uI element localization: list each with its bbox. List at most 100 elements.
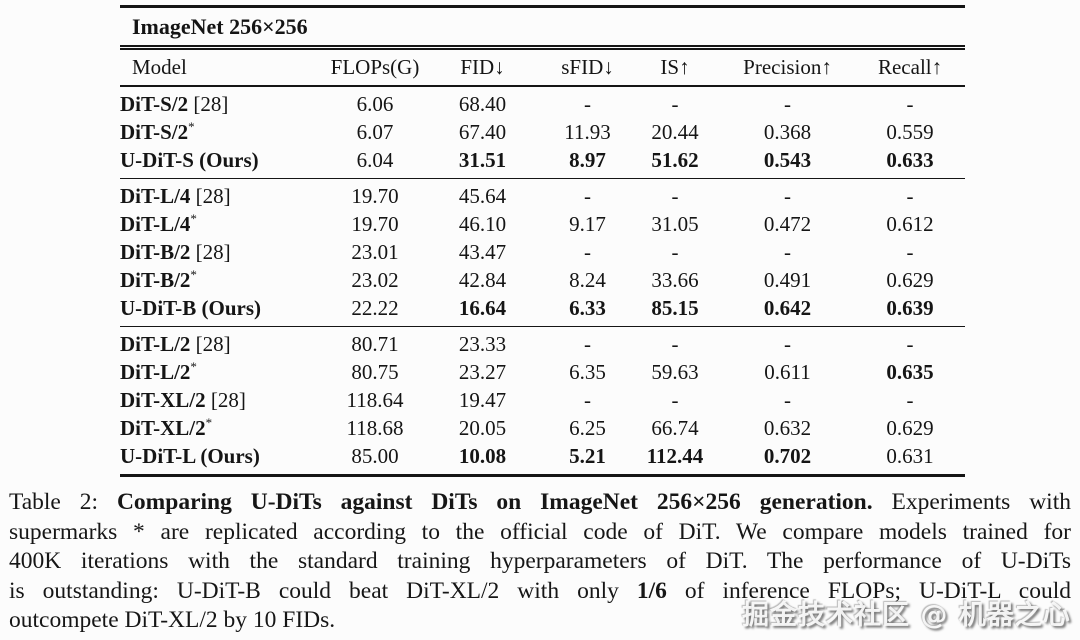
table-row: DiT-XL/2 [28] 118.64 19.47 - - - - <box>120 386 965 414</box>
metric-value-cell: 118.68 <box>346 416 404 440</box>
metric-value-cell: 67.40 <box>458 120 507 144</box>
metric-value-cell: 0.629 <box>886 268 934 292</box>
table-block-2: DiT-L/4 [28] 19.70 45.64 - - - - DiT-L/4* 19.70 4… <box>120 178 966 327</box>
metric-value-cell: 0.368 <box>763 120 812 144</box>
metric-value-cell: 80.75 <box>351 360 399 384</box>
model-name-cell: U-DiT-B (Ours) <box>120 296 261 320</box>
metric-value-cell: 0.631 <box>886 444 934 468</box>
column-header-flopsg: FLOPs(G) <box>330 47 420 87</box>
caption-line-2: supermarks * are replicated according to… <box>9 518 1071 545</box>
metric-value-cell: 8.24 <box>569 268 606 292</box>
caption-line-4: is outstanding: U-DiT-B could beat DiT-X… <box>9 577 1071 604</box>
metric-value-cell: 23.27 <box>458 360 507 384</box>
table-row: DiT-L/2* 80.75 23.27 6.35 59.63 0.611 0.635 <box>120 358 965 386</box>
metric-value-cell: 33.66 <box>651 268 699 292</box>
metric-value-cell: 0.559 <box>886 120 934 144</box>
metric-value-cell: 0.633 <box>886 148 934 172</box>
metric-value-cell: 22.22 <box>351 296 399 320</box>
table-row: DiT-XL/2* 118.68 20.05 6.25 66.74 0.632 0.629 <box>120 414 965 442</box>
metric-value-cell: 8.97 <box>569 148 606 172</box>
metric-value-cell: 19.70 <box>351 184 399 208</box>
metric-value-cell: 42.84 <box>458 268 507 292</box>
metric-value-cell: - <box>584 332 591 356</box>
metric-value-cell: 6.07 <box>356 120 394 144</box>
metric-value-cell: - <box>584 184 591 208</box>
metric-value-cell: 0.629 <box>886 416 934 440</box>
column-header-model: Model <box>120 47 330 87</box>
column-header-sfid: sFID↓ <box>545 47 630 87</box>
metric-value-cell: 0.702 <box>763 444 812 468</box>
metric-value-cell: 0.635 <box>886 360 934 384</box>
metric-value-cell: 23.01 <box>351 240 399 264</box>
metric-value-cell: 46.10 <box>458 212 507 236</box>
column-header-recall: Recall↑ <box>855 47 966 87</box>
table-row: U-DiT-S (Ours) 6.04 31.51 8.97 51.62 0.543 0.6… <box>120 146 965 179</box>
metric-value-cell: 5.21 <box>569 444 606 468</box>
metric-value-cell: 66.74 <box>651 416 699 440</box>
caption-line-5: outcompete DiT-XL/2 by 10 FIDs. <box>9 607 336 633</box>
model-name-cell: DiT-S/2* <box>120 119 195 144</box>
metric-value-cell: 51.62 <box>651 148 699 172</box>
metric-value-cell: - <box>671 388 679 412</box>
metric-value-cell: 23.02 <box>351 268 399 292</box>
caption-line-3: 400K iterations with the standard traini… <box>9 548 1071 574</box>
metric-value-cell: - <box>784 184 791 208</box>
table-row: DiT-L/4* 19.70 46.10 9.17 31.05 0.472 0.612 <box>120 210 965 238</box>
results-table: ImageNet 256×256 Model FLOPs(G) FID↓ sFID↓ I… <box>120 5 966 477</box>
metric-value-cell: 6.35 <box>569 360 606 384</box>
model-name-cell: DiT-L/2* <box>120 359 197 384</box>
metric-value-cell: 20.05 <box>458 416 507 440</box>
metric-value-cell: 0.491 <box>763 268 812 292</box>
table-row: DiT-B/2* 23.02 42.84 8.24 33.66 0.491 0.629 <box>120 266 965 294</box>
results-table-wrap: ImageNet 256×256 Model FLOPs(G) FID↓ sFID↓ I… <box>120 5 966 477</box>
metric-value-cell: 0.612 <box>886 212 934 236</box>
metric-value-cell: - <box>584 240 591 264</box>
model-name-cell: DiT-S/2 [28] <box>120 92 229 116</box>
table-title-section: ImageNet 256×256 <box>120 6 966 50</box>
table-row: DiT-L/4 [28] 19.70 45.64 - - - - <box>120 179 965 211</box>
metric-value-cell: - <box>784 92 791 116</box>
metric-value-cell: 59.63 <box>651 360 699 384</box>
caption-line-1: Table 2: Comparing U-DiTs against DiTs o… <box>9 489 1071 515</box>
metric-value-cell: 6.06 <box>356 92 394 116</box>
metric-value-cell: 16.64 <box>458 296 507 320</box>
metric-value-cell: 10.08 <box>458 444 507 468</box>
metric-value-cell: 85.00 <box>351 444 399 468</box>
metric-value-cell: 0.472 <box>763 212 812 236</box>
metric-value-cell: 6.33 <box>569 296 606 320</box>
table-row: DiT-S/2 [28] 6.06 68.40 - - - - <box>120 86 965 118</box>
table-row: U-DiT-B (Ours) 22.22 16.64 6.33 85.15 0.642 0.… <box>120 294 965 327</box>
metric-value-cell: 0.543 <box>763 148 812 172</box>
metric-value-cell: - <box>906 184 914 208</box>
metric-value-cell: 31.51 <box>458 148 507 172</box>
metric-value-cell: 19.47 <box>458 388 507 412</box>
model-name-cell: DiT-L/4* <box>120 211 197 236</box>
model-name-cell: U-DiT-S (Ours) <box>120 148 259 172</box>
metric-value-cell: - <box>906 92 914 116</box>
metric-value-cell: 43.47 <box>458 240 507 264</box>
column-header-precision: Precision↑ <box>720 47 855 87</box>
table-caption: Table 2: Comparing U-DiTs against DiTs o… <box>9 488 1071 636</box>
model-name-cell: U-DiT-L (Ours) <box>120 444 260 468</box>
table-block-1: DiT-S/2 [28] 6.06 68.40 - - - - DiT-S/2* 6.07 67.… <box>120 86 966 179</box>
metric-value-cell: - <box>671 240 679 264</box>
metric-value-cell: - <box>671 332 679 356</box>
metric-value-cell: 0.632 <box>763 416 812 440</box>
model-name-cell: DiT-XL/2 [28] <box>120 388 246 412</box>
metric-value-cell: 0.642 <box>763 296 812 320</box>
metric-value-cell: 19.70 <box>351 212 399 236</box>
table-row: DiT-B/2 [28] 23.01 43.47 - - - - <box>120 238 965 266</box>
metric-value-cell: - <box>584 92 591 116</box>
table-block-3: DiT-L/2 [28] 80.71 23.33 - - - - DiT-L/2* 80.75 2… <box>120 326 966 476</box>
model-name-cell: DiT-L/4 [28] <box>120 184 231 208</box>
table-row: DiT-L/2 [28] 80.71 23.33 - - - - <box>120 327 965 359</box>
model-name-cell: DiT-L/2 [28] <box>120 332 231 356</box>
table-title-row: ImageNet 256×256 <box>120 6 966 50</box>
metric-value-cell: - <box>906 240 914 264</box>
metric-value-cell: - <box>906 388 914 412</box>
model-name-cell: DiT-XL/2* <box>120 415 213 440</box>
metric-value-cell: 112.44 <box>646 444 704 468</box>
metric-value-cell: 23.33 <box>458 332 507 356</box>
metric-value-cell: 31.05 <box>651 212 699 236</box>
table-header-section: Model FLOPs(G) FID↓ sFID↓ IS↑ Precision↑ Recal… <box>120 47 966 87</box>
